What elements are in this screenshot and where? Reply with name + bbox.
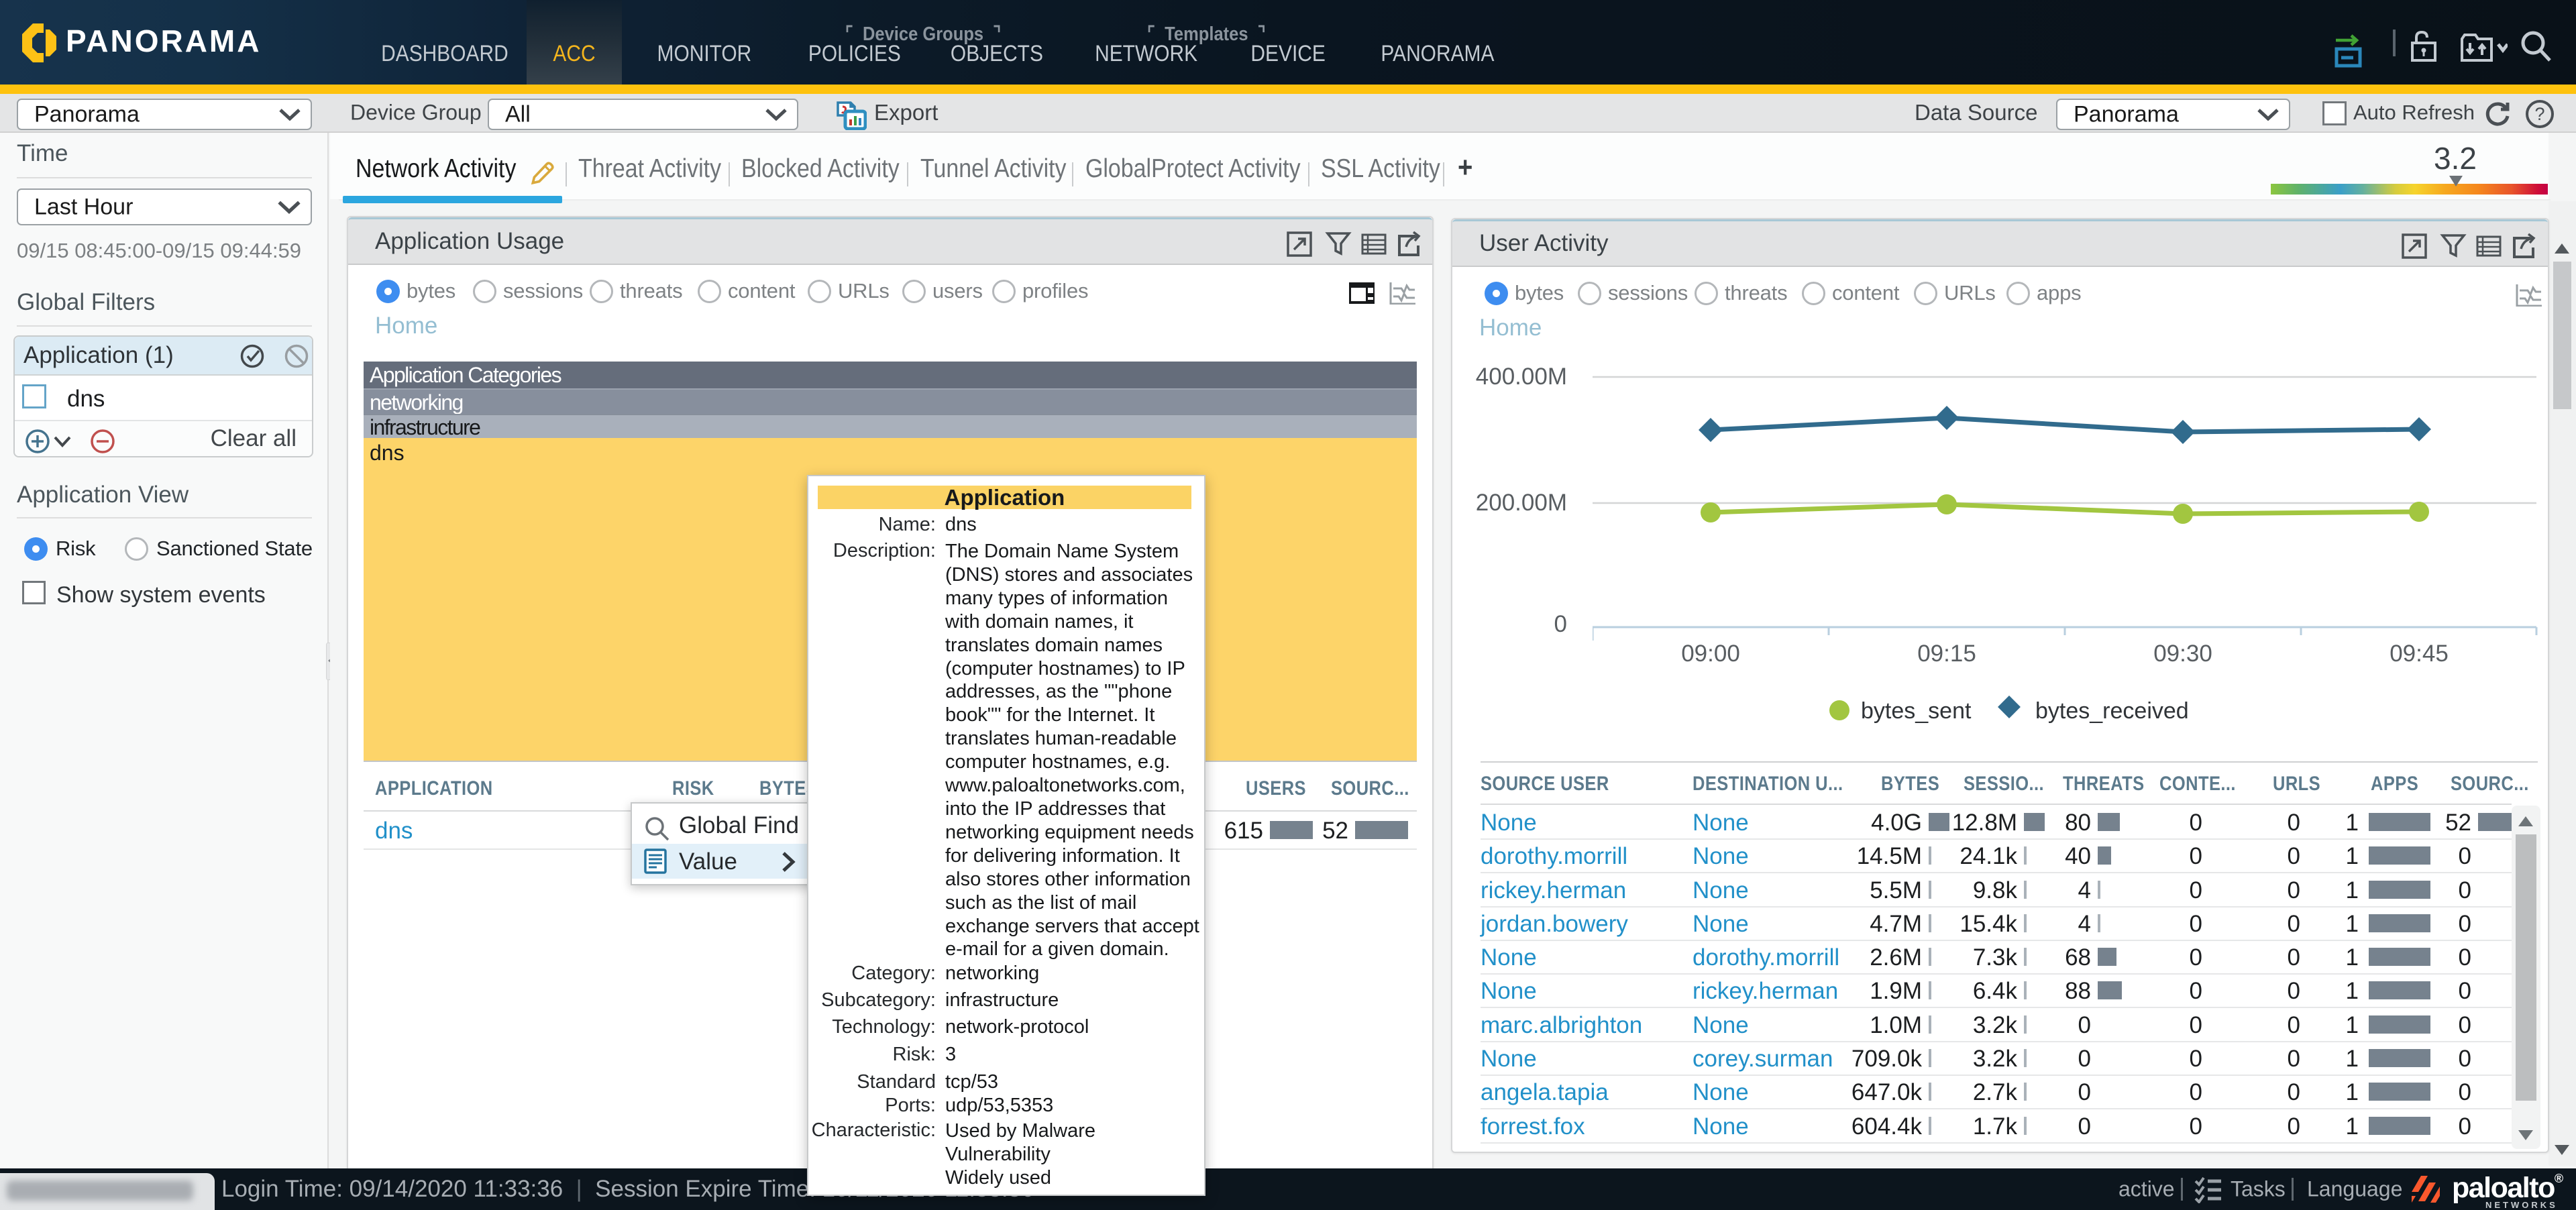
svg-text:?: ?	[2534, 104, 2544, 124]
